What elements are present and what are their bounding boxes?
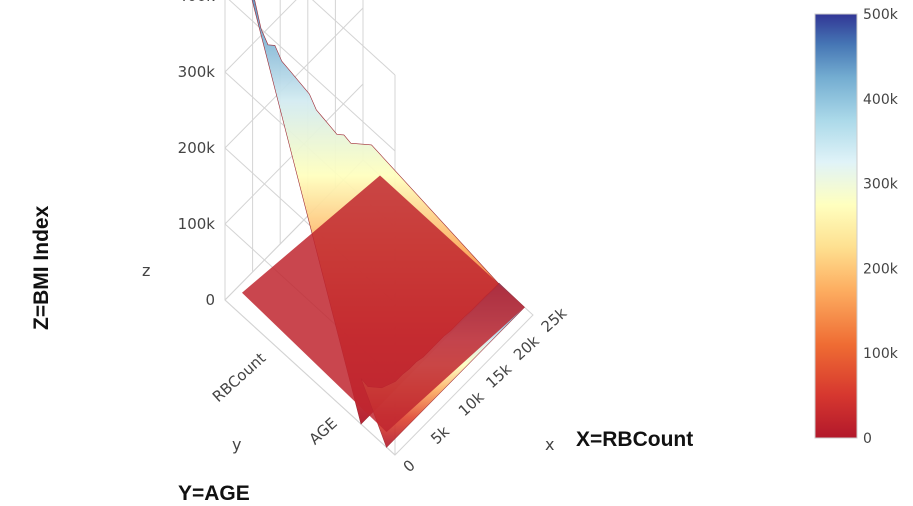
colorbar-tick-label: 400k: [863, 92, 899, 108]
x-tick-label: 15k: [482, 360, 515, 392]
x-axis-title: X=RBCount: [576, 428, 693, 451]
z-axis-title: Z=BMI Index: [30, 205, 53, 330]
z-tick-label: 200k: [178, 139, 216, 157]
colorbar-ticks: 0 100k 200k 300k 400k 500k: [863, 7, 899, 447]
colorbar: 0 100k 200k 300k 400k 500k: [814, 7, 899, 447]
z-tick-label: 0: [205, 291, 215, 309]
x-tick-label: 10k: [455, 388, 488, 420]
grid-line: [311, 0, 396, 76]
z-axis-letter: z: [142, 261, 150, 280]
colorbar-tick-label: 500k: [863, 7, 899, 23]
colorbar-tick-label: 300k: [863, 177, 899, 193]
x-tick-label: 20k: [510, 332, 543, 364]
colorbar-scale: [814, 13, 858, 439]
x-tick-label: 0: [400, 456, 419, 476]
grid-line: [224, 0, 297, 73]
axis-ticks: 0100k200k300k400k500k05k10k15k20k25kRBCo…: [178, 0, 571, 476]
x-tick-label: 5k: [427, 422, 453, 448]
y-axis-title: Y=AGE: [178, 482, 250, 505]
x-axis-letter: x: [545, 435, 554, 454]
z-tick-label: 400k: [178, 0, 216, 5]
surface-floor-sheet: [242, 175, 525, 433]
y-tick-label: AGE: [306, 414, 341, 448]
y-axis-letter: y: [232, 435, 241, 454]
colorbar-tick-label: 200k: [863, 261, 899, 277]
colorbar-tick-label: 100k: [863, 346, 899, 362]
x-tick-label: 25k: [538, 304, 571, 336]
colorbar-tick-label: 0: [863, 431, 872, 447]
z-tick-label: 100k: [178, 215, 216, 233]
y-tick-label: RBCount: [209, 349, 269, 406]
grid-line: [228, 0, 396, 152]
surface: [242, 0, 525, 448]
z-tick-label: 300k: [178, 63, 216, 81]
